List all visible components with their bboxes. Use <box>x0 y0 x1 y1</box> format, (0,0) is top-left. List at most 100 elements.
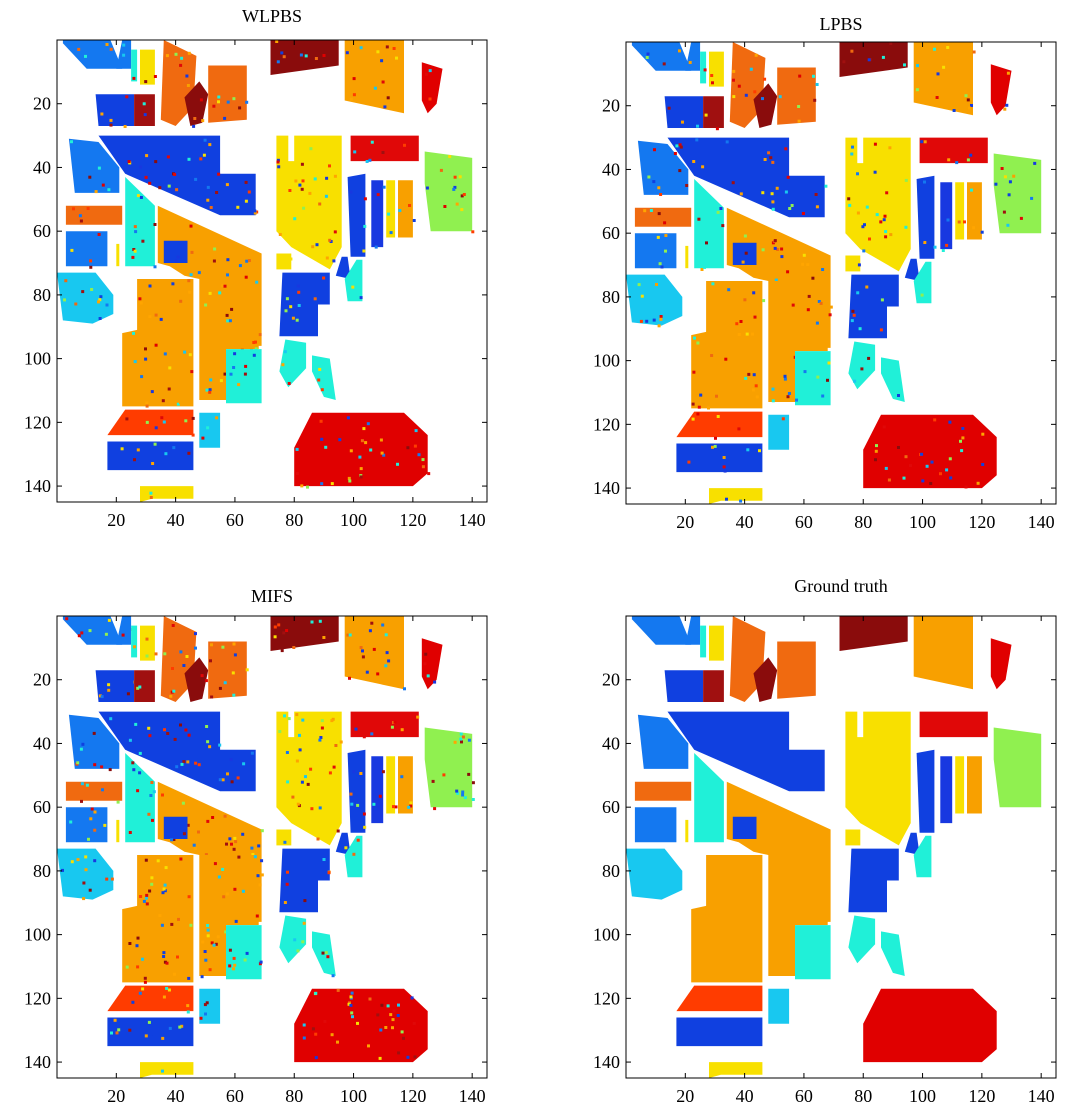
misclassified-pixel <box>208 968 212 972</box>
misclassified-pixel <box>82 881 86 885</box>
misclassified-pixel <box>696 412 700 416</box>
misclassified-pixel <box>710 354 714 357</box>
panel-wlpbs: WLPBS 20 40 60 80 100 120 140 20 40 60 80 100 120 140 <box>0 0 533 540</box>
misclassified-pixel <box>221 867 225 871</box>
misclassified-pixel <box>232 847 236 851</box>
misclassified-pixel <box>952 109 956 112</box>
misclassified-pixel <box>109 717 113 721</box>
misclassified-pixel <box>283 800 287 804</box>
misclassified-pixel <box>373 86 377 90</box>
misclassified-pixel <box>367 1044 370 1048</box>
y-tick-label: 60 <box>602 223 620 243</box>
misclassified-pixel <box>142 102 146 106</box>
misclassified-pixel <box>223 284 227 288</box>
misclassified-pixel <box>300 780 304 784</box>
panel-lpbs: LPBS 20 40 60 80 100 120 140 20 40 60 80 100 120 140 <box>534 0 1067 540</box>
misclassified-pixel <box>884 235 888 239</box>
misclassified-pixel <box>250 751 254 755</box>
class-region <box>993 153 1042 234</box>
class-region <box>753 657 778 702</box>
misclassified-pixel <box>882 425 886 429</box>
misclassified-pixel <box>283 840 287 844</box>
misclassified-pixel <box>197 763 201 767</box>
misclassified-pixel <box>330 719 334 723</box>
misclassified-pixel <box>145 401 149 405</box>
misclassified-pixel <box>187 157 191 161</box>
class-region <box>344 259 363 302</box>
misclassified-pixel <box>139 165 142 169</box>
misclassified-pixel <box>233 836 237 840</box>
misclassified-pixel <box>400 1030 404 1034</box>
misclassified-pixel <box>208 291 212 295</box>
misclassified-pixel <box>232 366 236 369</box>
class-region <box>913 42 973 116</box>
misclassified-pixel <box>213 894 217 898</box>
misclassified-pixel <box>1030 196 1034 200</box>
misclassified-pixel <box>81 290 85 294</box>
class-region <box>62 616 123 645</box>
misclassified-pixel <box>754 384 758 388</box>
misclassified-pixel <box>173 972 176 976</box>
misclassified-pixel <box>887 478 891 482</box>
misclassified-pixel <box>165 986 169 990</box>
misclassified-pixel <box>149 794 153 797</box>
misclassified-pixel <box>731 181 735 185</box>
misclassified-pixel <box>148 181 152 185</box>
misclassified-pixel <box>298 733 301 737</box>
misclassified-pixel <box>640 294 644 298</box>
misclassified-pixel <box>925 464 929 468</box>
misclassified-pixel <box>645 56 649 59</box>
class-region <box>732 816 757 839</box>
y-tick-label: 120 <box>593 988 620 1008</box>
misclassified-pixel <box>234 840 238 844</box>
misclassified-pixel <box>193 117 197 120</box>
misclassified-pixel <box>732 95 736 99</box>
misclassified-pixel <box>716 210 720 214</box>
misclassified-pixel <box>232 956 236 960</box>
misclassified-pixel <box>238 264 242 268</box>
misclassified-pixel <box>186 1010 190 1014</box>
misclassified-pixel <box>147 1020 151 1024</box>
misclassified-pixel <box>165 961 169 965</box>
misclassified-pixel <box>382 453 386 457</box>
misclassified-pixel <box>362 735 366 739</box>
misclassified-pixel <box>786 270 790 274</box>
misclassified-pixel <box>226 258 230 262</box>
misclassified-pixel <box>169 871 173 875</box>
misclassified-pixel <box>969 153 973 157</box>
misclassified-pixel <box>879 220 883 224</box>
misclassified-pixel <box>425 186 429 190</box>
misclassified-pixel <box>132 248 136 251</box>
misclassified-pixel <box>188 290 192 294</box>
misclassified-pixel <box>160 923 164 927</box>
class-region <box>777 641 816 699</box>
misclassified-pixel <box>105 877 109 881</box>
misclassified-pixel <box>218 778 222 782</box>
class-region <box>685 245 689 269</box>
misclassified-pixel <box>302 206 306 210</box>
class-region <box>848 274 899 339</box>
misclassified-pixel <box>461 790 465 794</box>
class-region <box>424 727 473 808</box>
misclassified-pixel <box>314 1032 318 1036</box>
misclassified-pixel <box>923 180 926 184</box>
x-tick-label: 40 <box>167 510 185 530</box>
class-region <box>667 711 825 792</box>
class-region <box>344 616 404 690</box>
misclassified-pixel <box>865 205 869 209</box>
misclassified-pixel <box>314 1056 318 1060</box>
misclassified-pixel <box>136 194 140 198</box>
misclassified-pixel <box>647 175 651 179</box>
misclassified-pixel <box>327 871 331 875</box>
misclassified-pixel <box>362 249 366 253</box>
misclassified-pixel <box>350 1011 354 1015</box>
misclassified-pixel <box>959 439 962 443</box>
misclassified-pixel <box>385 651 389 655</box>
misclassified-pixel <box>254 340 257 344</box>
class-region <box>134 670 155 702</box>
class-region <box>955 756 965 814</box>
misclassified-pixel <box>131 761 135 765</box>
misclassified-pixel <box>336 829 340 833</box>
misclassified-pixel <box>920 293 924 297</box>
misclassified-pixel <box>168 366 172 370</box>
